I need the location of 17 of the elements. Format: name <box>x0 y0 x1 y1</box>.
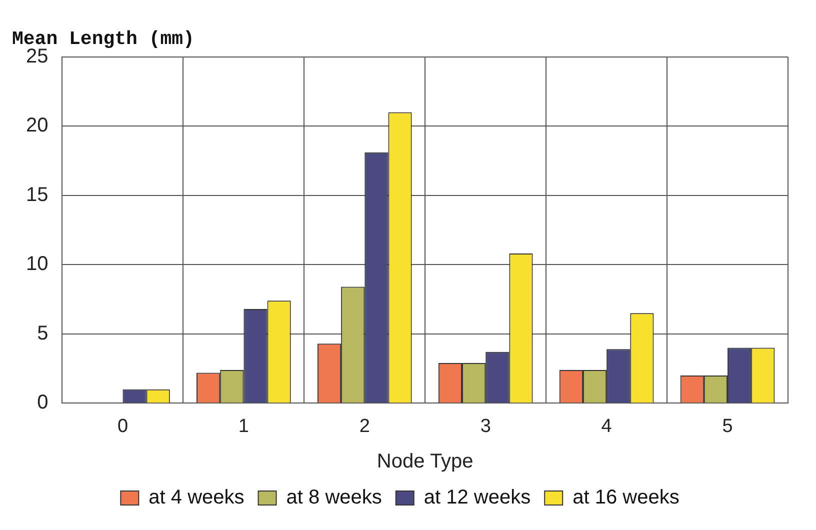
x-tick-label: 0 <box>117 416 128 437</box>
x-tick-label: 4 <box>601 416 612 437</box>
x-tick-label: 2 <box>359 416 370 437</box>
x-tick-label: 1 <box>238 416 249 437</box>
legend-label: at 8 weeks <box>286 486 382 509</box>
y-tick-label: 25 <box>26 45 48 68</box>
x-tick-label: 5 <box>722 416 733 437</box>
y-tick-label: 0 <box>37 392 48 414</box>
y-tick-label: 5 <box>37 322 48 344</box>
x-axis-title: Node Type <box>376 450 474 473</box>
legend-label: at 16 weeks <box>572 486 680 509</box>
legend-label: at 4 weeks <box>148 486 244 509</box>
y-tick-label: 15 <box>26 184 48 206</box>
legend-label: at 12 weeks <box>424 486 531 509</box>
x-tick-label: 3 <box>480 416 491 437</box>
y-tick-label: 20 <box>26 114 48 137</box>
y-tick-label: 10 <box>26 253 48 276</box>
